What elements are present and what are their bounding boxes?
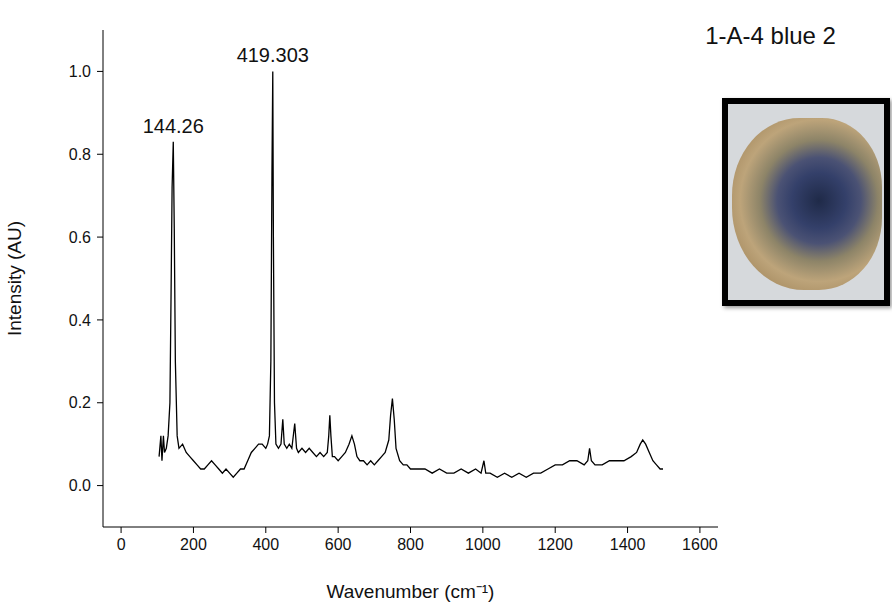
svg-text:800: 800 [397,536,424,553]
svg-text:Wavenumber (cm⁻¹): Wavenumber (cm⁻¹) [327,581,495,602]
svg-text:1400: 1400 [610,536,646,553]
html-text:1-A-4 blue 2: 1-A-4 blue 2 [705,22,836,49]
svg-text:600: 600 [325,536,352,553]
svg-text:1000: 1000 [465,536,501,553]
svg-text:0.2: 0.2 [69,394,91,411]
svg-text:0.4: 0.4 [69,312,91,329]
svg-text:0.8: 0.8 [69,146,91,163]
svg-text:200: 200 [180,536,207,553]
svg-text:Intensity (AU): Intensity (AU) [4,221,25,336]
svg-text:419.303: 419.303 [237,44,309,66]
svg-text:1200: 1200 [537,536,573,553]
svg-text:144.26: 144.26 [143,115,204,137]
svg-text:0.0: 0.0 [69,477,91,494]
svg-text:0.6: 0.6 [69,229,91,246]
svg-text:0: 0 [117,536,126,553]
svg-text:400: 400 [252,536,279,553]
svg-text:1600: 1600 [682,536,718,553]
svg-text:1.0: 1.0 [69,63,91,80]
